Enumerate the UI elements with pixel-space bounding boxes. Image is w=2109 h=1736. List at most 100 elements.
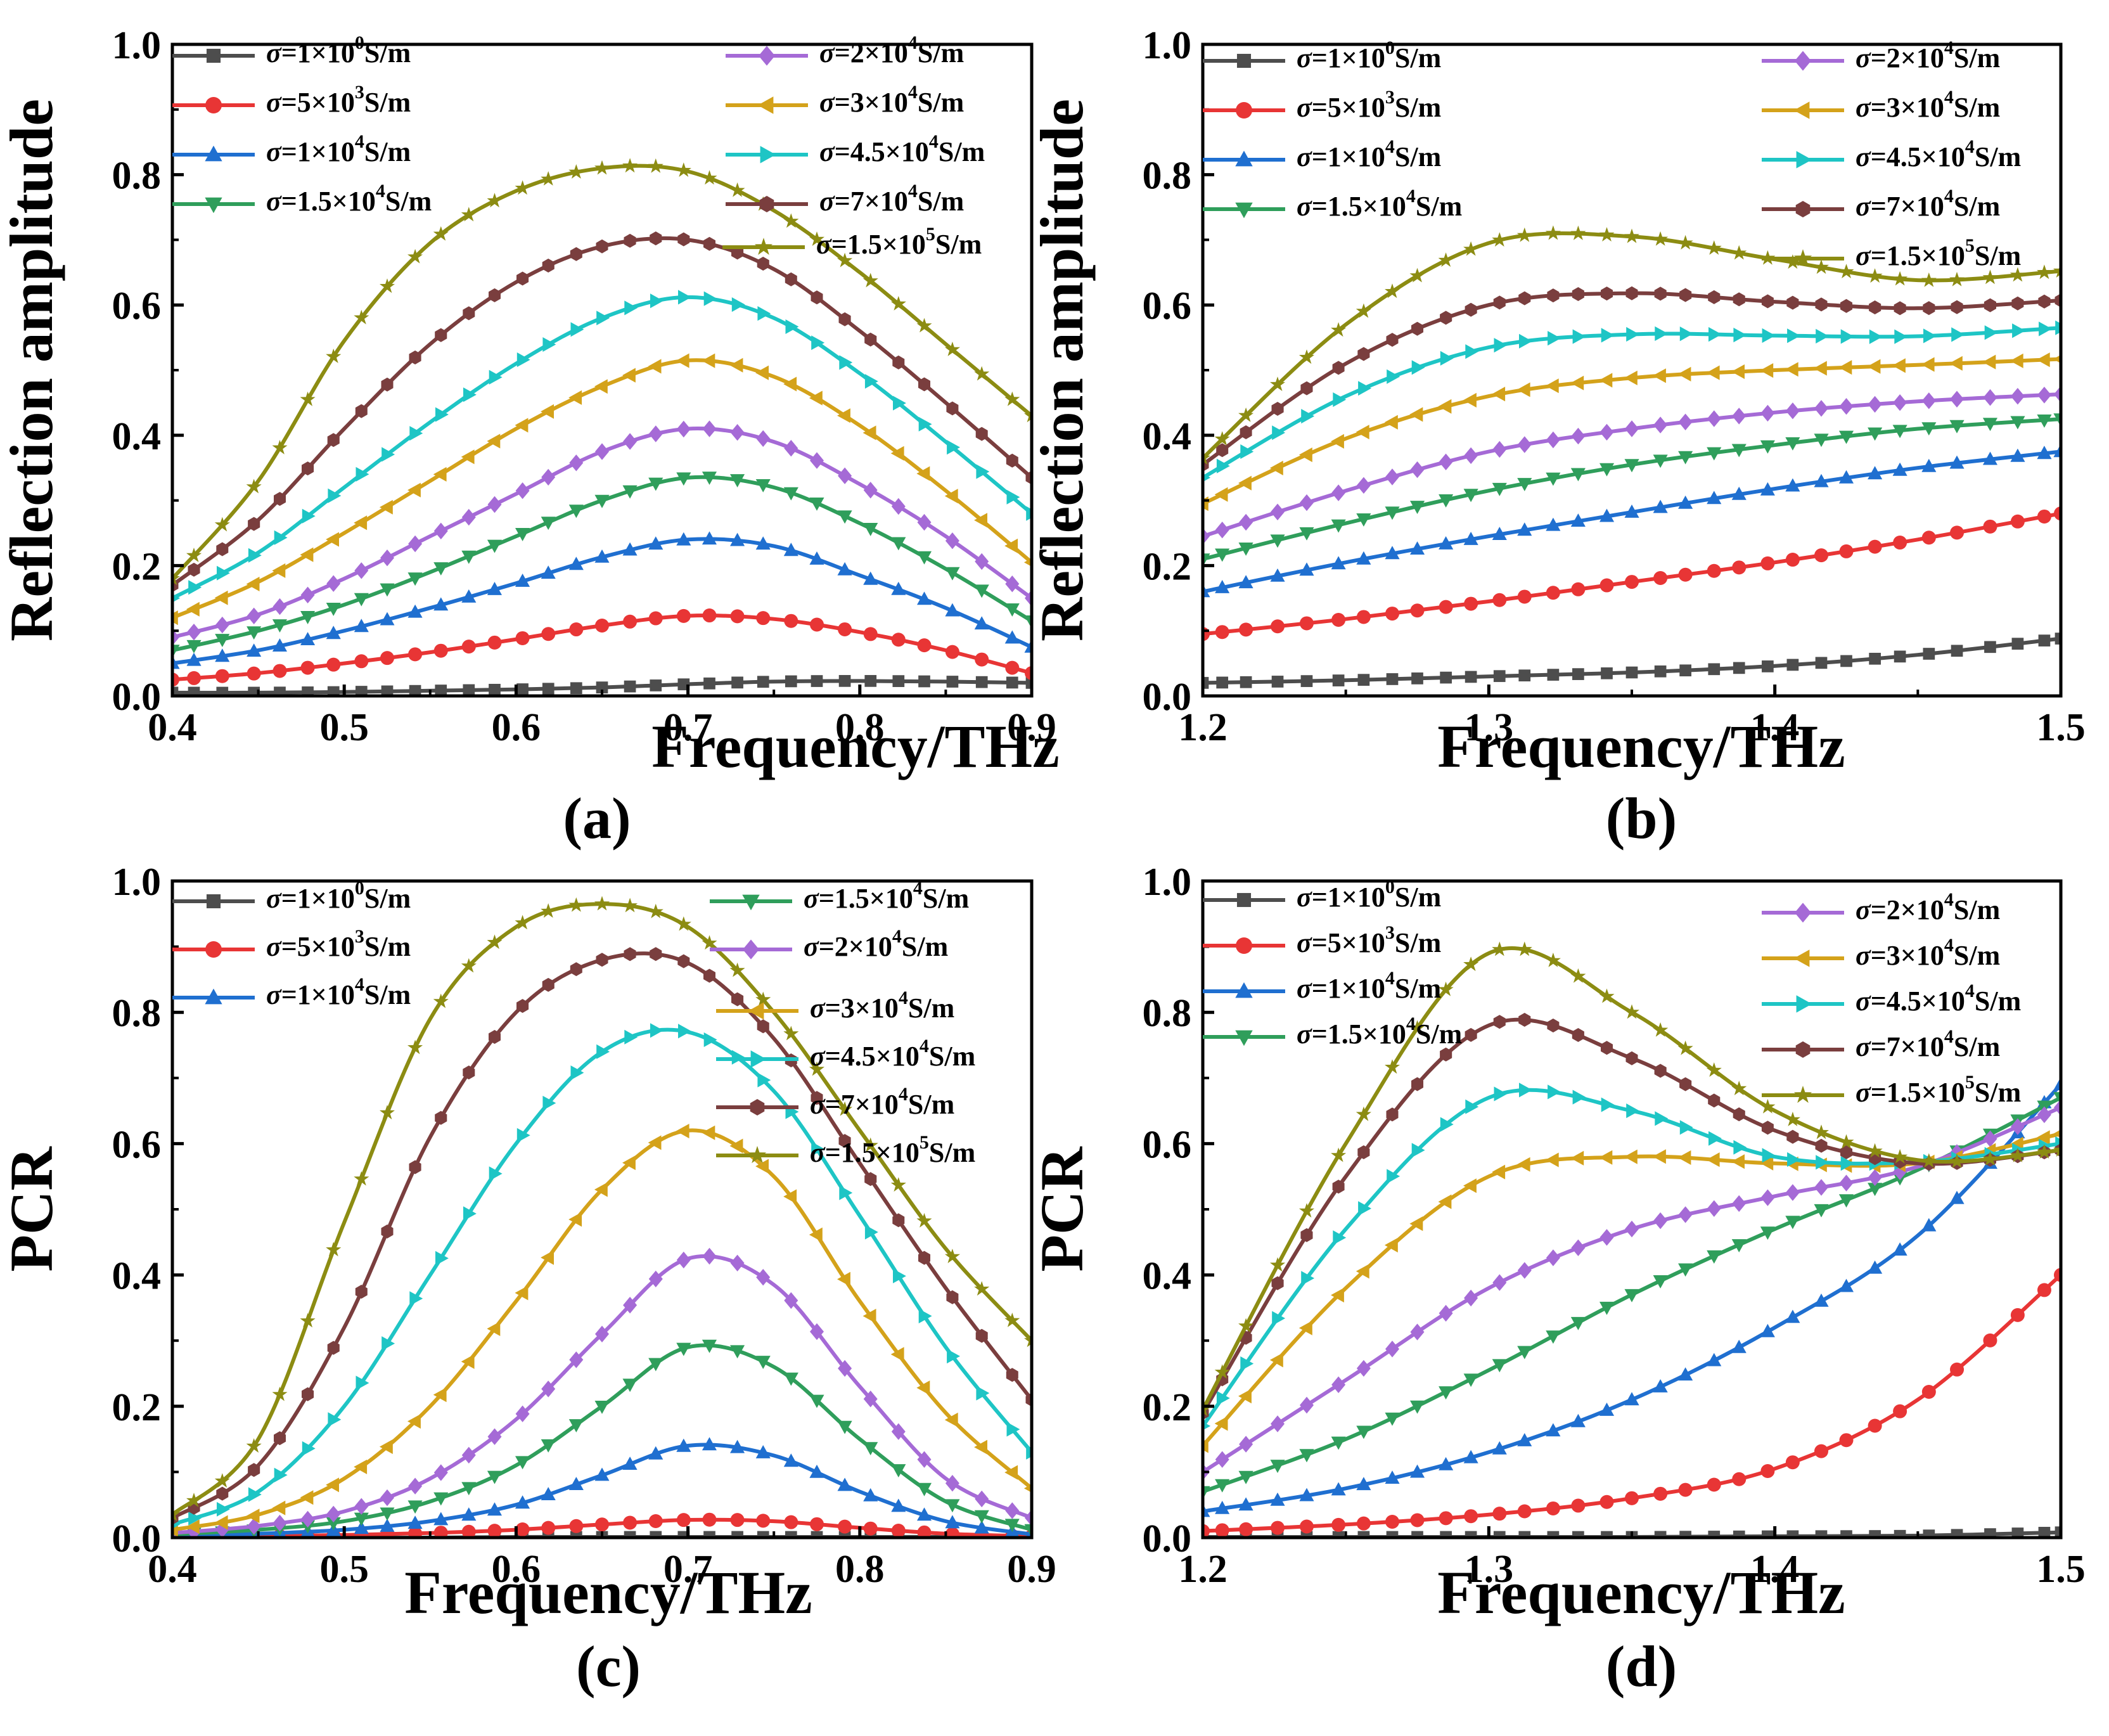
data-point bbox=[622, 1155, 636, 1171]
data-point bbox=[731, 1531, 743, 1538]
data-point bbox=[1517, 478, 1532, 491]
data-point bbox=[2010, 353, 2023, 368]
data-point bbox=[1982, 269, 1998, 285]
data-point bbox=[1270, 568, 1285, 582]
data-point bbox=[891, 633, 906, 647]
y-tick-label: 1.0 bbox=[1143, 861, 1192, 904]
legend-marker bbox=[1235, 1030, 1253, 1046]
data-point bbox=[1440, 350, 1454, 366]
data-point bbox=[2053, 1077, 2061, 1090]
x-tick-label: 0.7 bbox=[663, 706, 713, 749]
legend-label: σ=1.5×104S/m bbox=[1297, 1013, 1462, 1050]
data-point bbox=[1410, 1464, 1425, 1478]
data-point bbox=[300, 611, 316, 624]
data-point bbox=[1517, 1433, 1532, 1446]
legend-marker bbox=[757, 96, 774, 114]
data-point bbox=[594, 160, 610, 175]
data-point bbox=[407, 1039, 423, 1055]
data-point bbox=[326, 626, 341, 640]
data-point bbox=[2011, 638, 2024, 650]
y-tick-label: 0.4 bbox=[112, 1255, 162, 1298]
data-point bbox=[1516, 227, 1532, 242]
data-point bbox=[300, 660, 315, 675]
data-point bbox=[1867, 1143, 1883, 1158]
legend-entry: σ=1.5×104S/m bbox=[1203, 186, 1462, 222]
data-point bbox=[1653, 499, 1668, 513]
data-point bbox=[326, 349, 342, 363]
legend-entry: σ=1×100S/m bbox=[1203, 37, 1441, 74]
data-point bbox=[891, 1423, 906, 1440]
data-point bbox=[461, 1446, 476, 1464]
data-point bbox=[1298, 349, 1314, 364]
data-point bbox=[756, 430, 771, 447]
data-point bbox=[1786, 1129, 1799, 1144]
data-point bbox=[757, 676, 769, 688]
data-point bbox=[568, 1477, 584, 1490]
data-point bbox=[302, 461, 314, 476]
data-point bbox=[1951, 645, 1963, 657]
data-point bbox=[1867, 268, 1883, 283]
data-point bbox=[380, 278, 395, 293]
data-point bbox=[917, 1451, 932, 1468]
series-line bbox=[172, 1254, 1032, 1535]
data-point bbox=[1203, 1422, 1211, 1431]
data-point bbox=[1547, 1019, 1560, 1032]
data-point bbox=[757, 257, 769, 271]
data-point bbox=[1356, 1516, 1371, 1531]
data-point bbox=[2037, 1283, 2051, 1297]
data-point bbox=[1678, 567, 1693, 582]
data-point bbox=[1357, 674, 1370, 686]
data-point bbox=[1385, 1470, 1400, 1484]
data-point bbox=[1024, 408, 1032, 423]
data-point bbox=[541, 517, 556, 530]
legend-entry: σ=7×104S/m bbox=[726, 181, 964, 217]
data-point bbox=[1385, 283, 1400, 299]
data-point bbox=[917, 591, 932, 605]
data-point bbox=[1921, 357, 1935, 372]
data-point bbox=[326, 603, 341, 616]
data-point bbox=[272, 664, 287, 678]
data-point bbox=[1572, 668, 1584, 680]
data-point bbox=[489, 370, 503, 385]
x-tick-label: 1.2 bbox=[1178, 1548, 1228, 1591]
data-point bbox=[1678, 1482, 1693, 1497]
data-point bbox=[487, 1502, 502, 1516]
data-point bbox=[489, 683, 501, 696]
data-point bbox=[838, 1360, 852, 1377]
data-point bbox=[186, 601, 200, 617]
data-point bbox=[783, 487, 798, 501]
data-point bbox=[1439, 1304, 1453, 1322]
data-point bbox=[172, 570, 180, 586]
data-point bbox=[1492, 1507, 1507, 1521]
data-point bbox=[302, 686, 314, 696]
data-point bbox=[622, 1456, 638, 1470]
legend-marker bbox=[206, 48, 221, 63]
legend: σ=1×100S/m σ=5×103S/m σ=1×104S/m σ=1.5×104S… bbox=[172, 32, 985, 260]
x-tick-label: 0.8 bbox=[835, 706, 885, 749]
data-point bbox=[1298, 1203, 1314, 1218]
data-point bbox=[864, 1172, 877, 1186]
data-point bbox=[622, 485, 638, 499]
data-point bbox=[837, 562, 852, 575]
data-point bbox=[272, 598, 287, 615]
legend-marker bbox=[1795, 51, 1811, 71]
data-point bbox=[1203, 553, 1210, 567]
data-point bbox=[2054, 1099, 2061, 1116]
data-point bbox=[354, 515, 368, 530]
data-point bbox=[863, 1488, 878, 1501]
legend-entry: σ=7×104S/m bbox=[1762, 186, 2000, 222]
data-point bbox=[407, 1515, 423, 1529]
data-point bbox=[916, 318, 932, 333]
data-point bbox=[1006, 453, 1018, 468]
data-point bbox=[2054, 1268, 2061, 1282]
data-point bbox=[172, 629, 179, 646]
data-point bbox=[2010, 388, 2025, 405]
data-point bbox=[463, 306, 475, 321]
data-point bbox=[1868, 1260, 1883, 1274]
data-point bbox=[435, 328, 447, 342]
legend-label: σ=1×100S/m bbox=[1297, 37, 1441, 74]
data-point bbox=[1214, 431, 1230, 446]
data-point bbox=[703, 1531, 715, 1538]
data-point bbox=[624, 1029, 638, 1045]
data-point bbox=[1599, 227, 1615, 241]
